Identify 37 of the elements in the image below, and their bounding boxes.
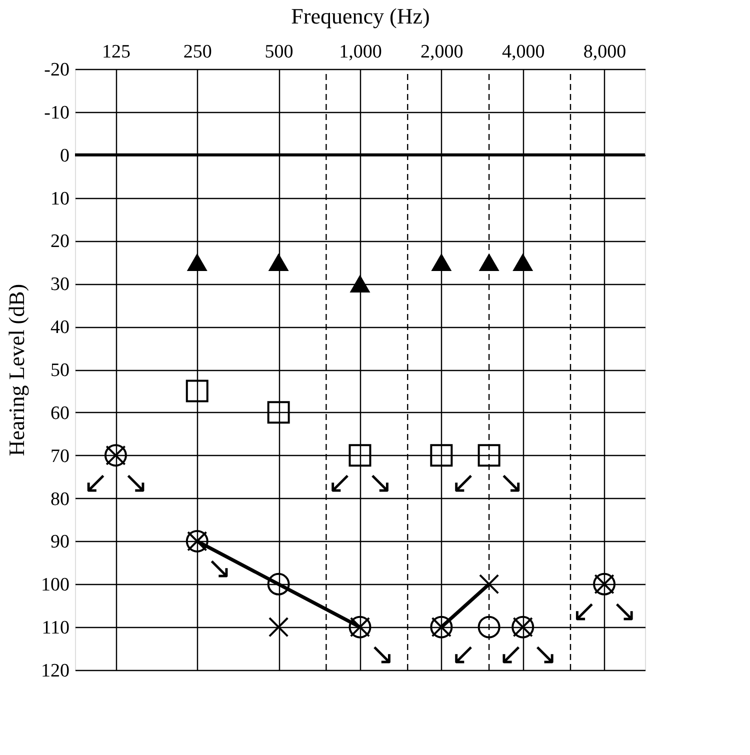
annotation: ↙ (498, 637, 524, 672)
annotation: ↙ (327, 465, 353, 500)
y-tick-label: -20 (44, 60, 70, 80)
annotation: ↙ (572, 594, 597, 630)
y-tick-label: 110 (42, 618, 70, 639)
y-tick-label: 10 (50, 188, 70, 210)
y-tick-label: 120 (41, 660, 70, 682)
x-tick-label: 1,000 (339, 42, 382, 62)
x-tick-label: 125 (102, 42, 130, 62)
x-tick-label: 2,000 (420, 42, 464, 62)
y-tick-label: 40 (50, 317, 70, 338)
annotation: ↘ (532, 637, 558, 672)
annotation: ↙ (450, 465, 476, 500)
annotation: ↙ (450, 637, 476, 672)
x-tick-label: 4,000 (502, 42, 545, 62)
y-tick-label: 90 (50, 532, 70, 553)
y-axis-title: Hearing Level (dB) (4, 284, 29, 456)
y-tick-label: 0 (60, 145, 70, 166)
annotation: ↘ (369, 637, 395, 672)
y-tick-label: 60 (50, 402, 70, 424)
annotation: ↘ (206, 551, 232, 586)
annotation: ↘ (498, 465, 524, 500)
x-axis-title: Frequency (Hz) (291, 4, 430, 28)
y-tick-label: 100 (41, 574, 70, 596)
y-tick-label: 30 (50, 274, 70, 296)
annotation: ↘ (612, 594, 637, 630)
y-tick-label: 70 (50, 446, 70, 467)
annotation: ↙ (83, 465, 108, 500)
annotation: ↘ (367, 465, 393, 500)
annotation: ↘ (123, 465, 148, 500)
x-tick-label: 250 (183, 42, 212, 62)
x-tick-label: 8,000 (583, 42, 626, 62)
y-tick-label: 80 (50, 488, 70, 510)
y-tick-label: 50 (50, 360, 70, 381)
y-tick-label: -10 (44, 102, 70, 124)
y-tick-label: 20 (50, 231, 70, 252)
x-tick-label: 500 (264, 42, 294, 62)
